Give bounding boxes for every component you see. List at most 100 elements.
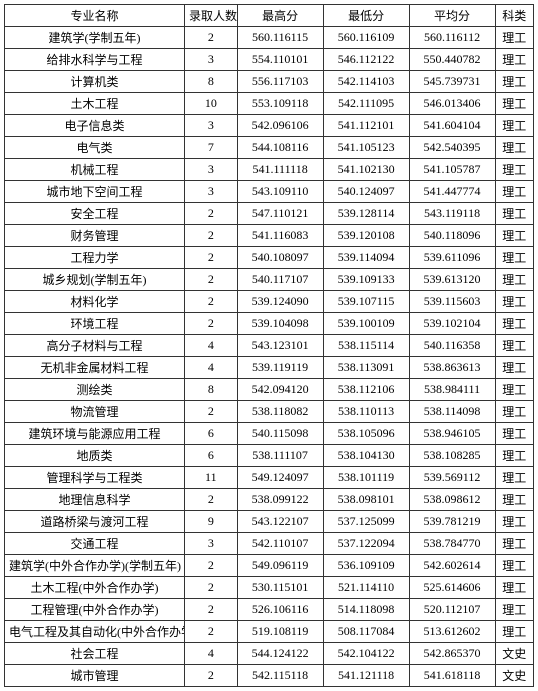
cell-11-1: 2 <box>185 269 238 291</box>
cell-1-3: 546.112122 <box>323 49 409 71</box>
cell-1-2: 554.110101 <box>237 49 323 71</box>
table-row: 材料化学2539.124090539.107115539.115603理工 <box>5 291 534 313</box>
cell-1-5: 理工 <box>495 49 533 71</box>
cell-9-0: 财务管理 <box>5 225 185 247</box>
cell-4-5: 理工 <box>495 115 533 137</box>
cell-7-4: 541.447774 <box>409 181 495 203</box>
cell-10-4: 539.611096 <box>409 247 495 269</box>
cell-23-2: 542.110107 <box>237 533 323 555</box>
table-row: 物流管理2538.118082538.110113538.114098理工 <box>5 401 534 423</box>
cell-26-2: 526.106116 <box>237 599 323 621</box>
cell-27-0: 电气工程及其自动化(中外合作办学) <box>5 621 185 643</box>
cell-6-2: 541.111118 <box>237 159 323 181</box>
cell-0-3: 560.116109 <box>323 27 409 49</box>
cell-2-1: 8 <box>185 71 238 93</box>
cell-21-0: 地理信息科学 <box>5 489 185 511</box>
cell-3-3: 542.111095 <box>323 93 409 115</box>
col-header-0: 专业名称 <box>5 5 185 27</box>
table-row: 环境工程2539.104098539.100109539.102104理工 <box>5 313 534 335</box>
cell-14-0: 高分子材料与工程 <box>5 335 185 357</box>
cell-8-4: 543.119118 <box>409 203 495 225</box>
cell-25-2: 530.115101 <box>237 577 323 599</box>
cell-6-3: 541.102130 <box>323 159 409 181</box>
table-row: 道路桥梁与渡河工程9543.122107537.125099539.781219… <box>5 511 534 533</box>
cell-5-2: 544.108116 <box>237 137 323 159</box>
cell-21-2: 538.099122 <box>237 489 323 511</box>
table-row: 电气工程及其自动化(中外合作办学)2519.108119508.11708451… <box>5 621 534 643</box>
cell-11-2: 540.117107 <box>237 269 323 291</box>
cell-10-1: 2 <box>185 247 238 269</box>
cell-7-3: 540.124097 <box>323 181 409 203</box>
cell-11-5: 理工 <box>495 269 533 291</box>
cell-2-3: 542.114103 <box>323 71 409 93</box>
cell-2-5: 理工 <box>495 71 533 93</box>
cell-14-2: 543.123101 <box>237 335 323 357</box>
table-row: 城市地下空间工程3543.109110540.124097541.447774理… <box>5 181 534 203</box>
cell-12-5: 理工 <box>495 291 533 313</box>
cell-8-1: 2 <box>185 203 238 225</box>
cell-28-0: 社会工程 <box>5 643 185 665</box>
cell-3-0: 土木工程 <box>5 93 185 115</box>
cell-13-1: 2 <box>185 313 238 335</box>
cell-23-3: 537.122094 <box>323 533 409 555</box>
cell-11-3: 539.109133 <box>323 269 409 291</box>
table-row: 地理信息科学2538.099122538.098101538.098612理工 <box>5 489 534 511</box>
cell-14-5: 理工 <box>495 335 533 357</box>
cell-26-5: 理工 <box>495 599 533 621</box>
table-row: 工程管理(中外合作办学)2526.106116514.118098520.112… <box>5 599 534 621</box>
cell-22-4: 539.781219 <box>409 511 495 533</box>
cell-14-1: 4 <box>185 335 238 357</box>
cell-8-3: 539.128114 <box>323 203 409 225</box>
cell-28-3: 542.104122 <box>323 643 409 665</box>
cell-25-3: 521.114110 <box>323 577 409 599</box>
cell-13-3: 539.100109 <box>323 313 409 335</box>
table-row: 电子信息类3542.096106541.112101541.604104理工 <box>5 115 534 137</box>
table-row: 建筑环境与能源应用工程6540.115098538.105096538.9461… <box>5 423 534 445</box>
cell-12-2: 539.124090 <box>237 291 323 313</box>
cell-10-5: 理工 <box>495 247 533 269</box>
cell-20-3: 538.101119 <box>323 467 409 489</box>
cell-25-5: 理工 <box>495 577 533 599</box>
table-row: 测绘类8542.094120538.112106538.984111理工 <box>5 379 534 401</box>
cell-19-5: 理工 <box>495 445 533 467</box>
cell-22-5: 理工 <box>495 511 533 533</box>
cell-20-2: 549.124097 <box>237 467 323 489</box>
cell-29-1: 2 <box>185 665 238 687</box>
table-row: 城乡规划(学制五年)2540.117107539.109133539.61312… <box>5 269 534 291</box>
cell-29-3: 541.121118 <box>323 665 409 687</box>
cell-28-5: 文史 <box>495 643 533 665</box>
cell-27-4: 513.612602 <box>409 621 495 643</box>
cell-18-1: 6 <box>185 423 238 445</box>
cell-26-3: 514.118098 <box>323 599 409 621</box>
cell-20-4: 539.569112 <box>409 467 495 489</box>
cell-0-2: 560.116115 <box>237 27 323 49</box>
cell-7-0: 城市地下空间工程 <box>5 181 185 203</box>
cell-7-1: 3 <box>185 181 238 203</box>
cell-0-1: 2 <box>185 27 238 49</box>
cell-4-0: 电子信息类 <box>5 115 185 137</box>
cell-18-0: 建筑环境与能源应用工程 <box>5 423 185 445</box>
cell-19-3: 538.104130 <box>323 445 409 467</box>
cell-9-2: 541.116083 <box>237 225 323 247</box>
cell-28-2: 544.124122 <box>237 643 323 665</box>
cell-29-5: 文史 <box>495 665 533 687</box>
cell-17-2: 538.118082 <box>237 401 323 423</box>
cell-12-3: 539.107115 <box>323 291 409 313</box>
cell-27-2: 519.108119 <box>237 621 323 643</box>
table-row: 机械工程3541.111118541.102130541.105787理工 <box>5 159 534 181</box>
cell-29-2: 542.115118 <box>237 665 323 687</box>
cell-25-1: 2 <box>185 577 238 599</box>
cell-20-1: 11 <box>185 467 238 489</box>
cell-0-4: 560.116112 <box>409 27 495 49</box>
cell-12-4: 539.115603 <box>409 291 495 313</box>
cell-28-4: 542.865370 <box>409 643 495 665</box>
cell-28-1: 4 <box>185 643 238 665</box>
cell-19-2: 538.111107 <box>237 445 323 467</box>
cell-22-1: 9 <box>185 511 238 533</box>
cell-8-5: 理工 <box>495 203 533 225</box>
col-header-4: 平均分 <box>409 5 495 27</box>
cell-29-4: 541.618118 <box>409 665 495 687</box>
cell-13-5: 理工 <box>495 313 533 335</box>
cell-11-0: 城乡规划(学制五年) <box>5 269 185 291</box>
cell-14-4: 540.116358 <box>409 335 495 357</box>
